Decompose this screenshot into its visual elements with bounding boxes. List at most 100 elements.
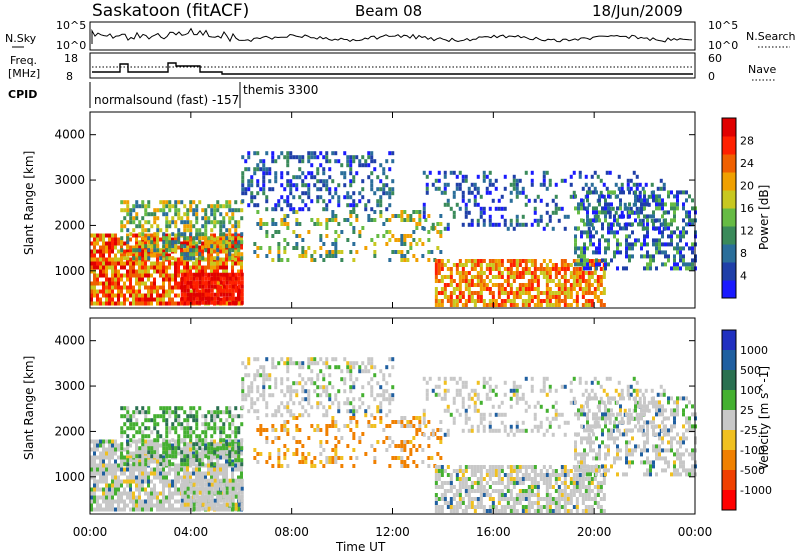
power-cell	[216, 276, 220, 281]
power-cell	[664, 250, 667, 255]
velocity-cell	[545, 392, 549, 397]
power-cell	[117, 257, 120, 262]
velocity-cell	[141, 430, 145, 435]
velocity-cell	[400, 460, 404, 464]
velocity-cell	[479, 473, 483, 477]
velocity-cell	[449, 473, 453, 477]
velocity-cell	[635, 392, 639, 397]
power-cell	[545, 279, 549, 283]
velocity-cell	[105, 439, 108, 444]
velocity-cell	[521, 428, 525, 433]
velocity-cell	[171, 446, 175, 451]
power-cell	[183, 252, 187, 257]
power-cell	[599, 291, 603, 295]
power-cell	[165, 265, 168, 270]
velocity-cell	[126, 455, 129, 460]
velocity-cell	[195, 438, 199, 443]
velocity-cell	[225, 406, 229, 411]
velocity-cell	[379, 385, 383, 390]
power-cell	[491, 275, 495, 279]
velocity-cell	[165, 430, 169, 435]
power-cell	[580, 198, 583, 203]
power-cell	[222, 204, 226, 209]
power-cell	[253, 242, 257, 246]
power-cell	[439, 230, 443, 234]
power-cell	[256, 203, 260, 208]
velocity-cell	[367, 381, 371, 386]
power-cell	[625, 222, 628, 227]
velocity-cell	[204, 475, 207, 480]
power-cell	[646, 234, 649, 239]
power-cell	[201, 216, 205, 221]
power-cell	[129, 237, 132, 242]
power-cell	[659, 178, 663, 183]
power-cell	[162, 257, 165, 262]
velocity-cell	[409, 448, 413, 452]
velocity-cell	[99, 487, 102, 492]
power-cell	[593, 287, 597, 291]
velocity-cell	[93, 475, 96, 480]
velocity-cell	[186, 458, 190, 463]
power-cell	[524, 299, 528, 303]
power-cell	[234, 232, 238, 237]
power-cell	[204, 244, 208, 249]
power-cell	[518, 259, 522, 263]
power-cell	[530, 287, 534, 291]
power-cell	[156, 293, 159, 298]
power-cell	[586, 218, 589, 223]
velocity-cell	[391, 440, 395, 444]
power-cell	[198, 284, 202, 289]
power-cell	[548, 259, 552, 263]
velocity-cell	[403, 460, 407, 464]
power-cell	[584, 287, 588, 291]
power-cell	[195, 204, 199, 209]
velocity-cell	[141, 499, 144, 504]
velocity-cell	[461, 404, 465, 409]
velocity-cell	[560, 412, 564, 417]
velocity-cell	[262, 385, 266, 390]
power-cell	[90, 265, 93, 270]
velocity-cell	[237, 475, 240, 480]
power-cell	[120, 289, 123, 294]
power-cell	[219, 280, 223, 285]
power-cell	[412, 218, 416, 222]
velocity-cell	[150, 487, 153, 492]
power-cell	[219, 292, 223, 297]
power-cell	[114, 301, 117, 306]
power-cell	[198, 249, 201, 254]
power-cell	[403, 254, 407, 258]
velocity-cell	[162, 479, 165, 484]
velocity-cell	[268, 377, 272, 382]
velocity-cell	[271, 424, 275, 428]
power-cell	[607, 202, 610, 207]
power-cell	[593, 279, 597, 283]
velocity-cell	[476, 396, 480, 401]
power-cell	[488, 267, 492, 271]
velocity-cell	[343, 389, 347, 394]
velocity-cell	[458, 505, 462, 509]
velocity-cell	[349, 420, 353, 424]
power-cell	[518, 263, 522, 267]
power-cell	[485, 287, 489, 291]
power-cell	[277, 203, 281, 208]
power-cell	[141, 253, 144, 258]
power-cell	[210, 244, 214, 249]
power-cell	[616, 238, 619, 243]
power-cell	[533, 279, 537, 283]
power-cell	[581, 218, 585, 223]
velocity-cell	[280, 413, 284, 418]
power-cell	[162, 301, 165, 306]
velocity-cell	[524, 376, 528, 381]
power-cell	[622, 214, 625, 219]
velocity-cell	[111, 507, 114, 512]
velocity-cell	[614, 416, 618, 421]
velocity-cell	[138, 451, 141, 456]
power-cell	[241, 175, 245, 180]
power-cell	[319, 254, 323, 258]
power-cell	[461, 263, 465, 267]
power-cell	[195, 228, 199, 233]
power-cell	[189, 292, 193, 297]
power-cell	[135, 269, 138, 274]
velocity-cell	[620, 388, 624, 393]
